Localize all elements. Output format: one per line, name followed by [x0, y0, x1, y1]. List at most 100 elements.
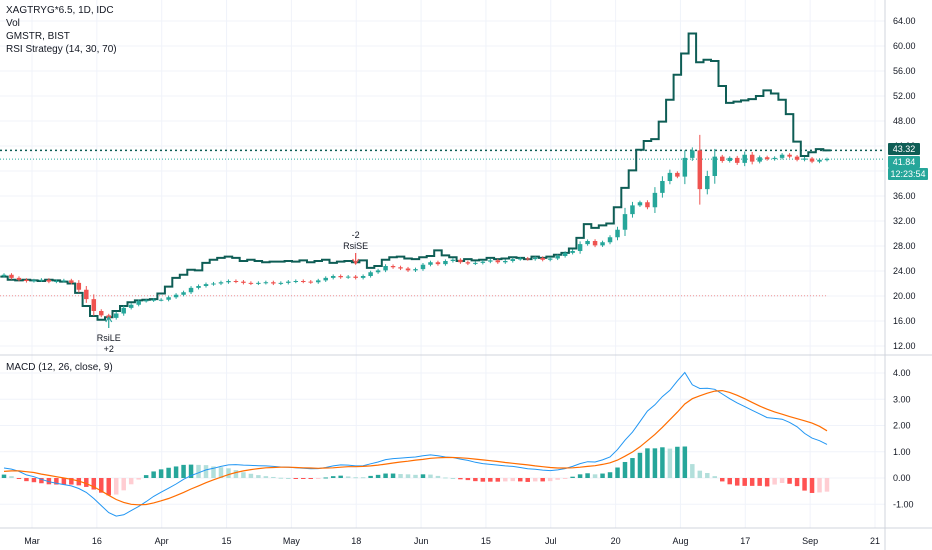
macd-histogram-bar	[9, 476, 14, 478]
macd-histogram-bar	[61, 478, 67, 485]
macd-histogram-bar	[749, 478, 755, 486]
macd-histogram-bar	[675, 446, 680, 478]
candle-body	[600, 242, 605, 246]
macd-histogram-bar	[458, 478, 463, 480]
macd-histogram-bar	[772, 478, 777, 485]
macd-histogram-bar	[91, 478, 97, 490]
candle-body	[69, 280, 74, 283]
candle-body	[16, 277, 22, 280]
candle-body	[413, 269, 418, 271]
legend-strategy[interactable]: RSI Strategy (14, 30, 70)	[6, 44, 117, 55]
candle-body	[585, 241, 590, 245]
macd-histogram-bar	[203, 465, 209, 478]
macd-histogram-bar	[473, 478, 478, 482]
candle-body	[824, 159, 830, 161]
candle-body	[390, 266, 396, 268]
legend-compare[interactable]: GMSTR, BIST	[6, 31, 70, 42]
price-axis-label: 28.00	[893, 241, 916, 251]
candle-body	[345, 276, 351, 278]
macd-histogram-bar	[398, 474, 403, 478]
candle-body	[690, 150, 695, 158]
candle-body	[532, 257, 538, 260]
long-entry-qty: +2	[104, 344, 114, 354]
candle-body	[420, 264, 426, 270]
macd-histogram-bar	[645, 448, 650, 478]
macd-histogram-bar	[84, 478, 89, 487]
legend-symbol[interactable]: XAGTRYG*6.5, 1D, IDC	[6, 5, 114, 16]
candle-body	[241, 281, 246, 283]
candle-body	[398, 267, 403, 269]
candle-body	[9, 274, 14, 278]
candle-body	[697, 150, 703, 190]
candle-body	[705, 176, 710, 190]
macd-histogram-bar	[286, 478, 291, 479]
candle-body	[630, 205, 635, 215]
macd-histogram-bar	[248, 473, 254, 478]
legend-macd[interactable]: MACD (12, 26, close, 9)	[6, 362, 113, 373]
macd-histogram-bar	[181, 464, 186, 478]
candle-body	[720, 156, 725, 161]
macd-histogram-bar	[256, 475, 261, 478]
macd-histogram-bar	[764, 478, 770, 487]
macd-histogram-bar	[24, 478, 29, 482]
time-axis-label: Sep	[802, 536, 818, 546]
candle-body	[99, 311, 104, 316]
candle-body	[158, 299, 164, 301]
candle-body	[667, 172, 673, 181]
candle-body	[488, 260, 493, 262]
candles	[1, 134, 830, 320]
macd-histogram-bar	[809, 478, 815, 493]
time-axis-label: Jul	[545, 536, 557, 546]
candle-body	[727, 157, 732, 161]
macd-histogram-bar	[323, 477, 328, 479]
macd-histogram-bar	[690, 464, 695, 478]
price-axis-label: 24.00	[893, 266, 916, 276]
legend-vol[interactable]: Vol	[6, 18, 20, 29]
macd-histogram-bar	[697, 470, 703, 478]
macd-histogram-bar	[315, 478, 321, 479]
price-axis-label: 36.00	[893, 191, 916, 201]
price-axis-label: 56.00	[893, 66, 916, 76]
long-entry-arrow	[105, 315, 113, 328]
macd-histogram-bar	[712, 476, 718, 478]
short-entry-qty: -2	[352, 230, 360, 240]
candle-body	[480, 261, 486, 263]
time-axis-label: 20	[611, 536, 621, 546]
macd-histogram-bar	[330, 476, 336, 478]
compare-line	[0, 32, 831, 321]
macd-histogram-bar	[390, 473, 396, 478]
candle-body	[330, 276, 336, 278]
candle-body	[562, 252, 568, 256]
macd-histogram-bar	[158, 469, 164, 478]
candle-body	[196, 286, 201, 288]
candle-body	[301, 281, 306, 282]
candle-body	[315, 280, 321, 283]
candle-body	[518, 258, 523, 260]
macd-histogram-bar	[615, 467, 620, 478]
candle-body	[757, 157, 762, 162]
candle-body	[742, 154, 747, 163]
macd-histogram-bar	[540, 478, 545, 482]
candle-body	[226, 281, 231, 283]
candle-body	[113, 313, 119, 318]
candle-body	[660, 181, 665, 193]
macd-histogram-bar	[637, 452, 643, 478]
macd-histogram-bar	[226, 468, 231, 478]
time-axis-label: Aug	[672, 536, 688, 546]
macd-histogram-bar	[428, 474, 433, 478]
time-axis-label: 17	[740, 536, 750, 546]
compare-series	[0, 32, 831, 321]
candle-body	[61, 280, 67, 282]
candle-body	[46, 279, 52, 282]
price-axis-label: 12.00	[893, 341, 916, 351]
macd-histogram-bar	[720, 478, 725, 482]
macd-histogram-bar	[353, 477, 358, 479]
candle-body	[203, 284, 209, 286]
macd-histogram-bar	[188, 464, 194, 478]
compare-price-tag: 41.84	[888, 156, 920, 168]
macd-histogram-bar	[196, 464, 201, 478]
time-axis-label: 16	[92, 536, 102, 546]
